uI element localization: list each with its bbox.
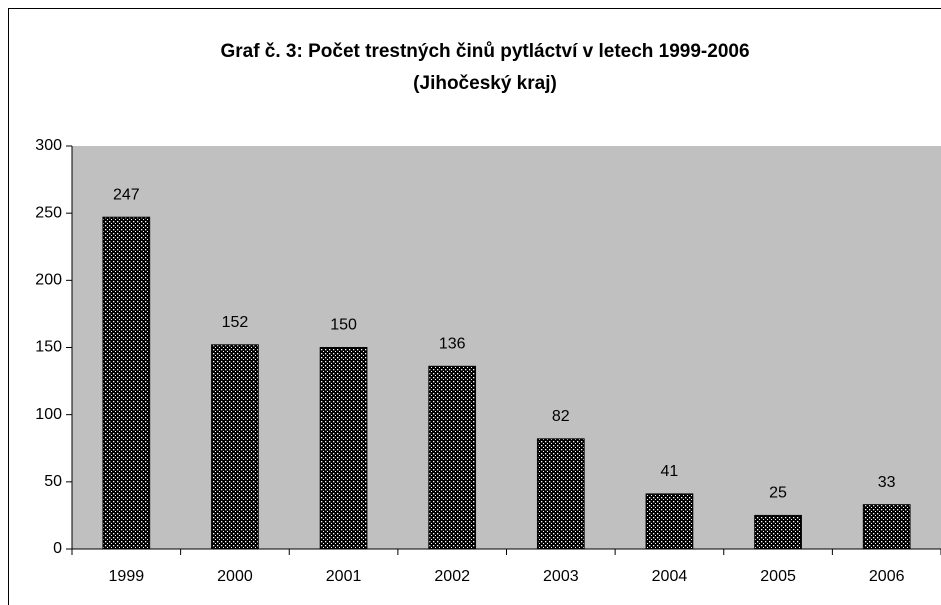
x-tick-label: 2004 [652,568,688,585]
data-label: 82 [552,408,570,425]
bar [428,365,477,550]
bar [862,504,911,550]
x-tick-label: 2001 [326,568,362,585]
y-tick-label: 0 [53,540,62,557]
bar [754,514,802,550]
bar [102,216,151,550]
x-tick-label: 2000 [217,568,253,585]
chart-subtitle: (Jihočeský kraj) [413,73,557,94]
x-tick-label: 2006 [869,568,905,585]
data-label: 247 [113,186,140,203]
x-tick-label: 1999 [109,568,145,585]
y-tick-label: 200 [35,272,62,289]
y-tick-label: 300 [35,137,62,154]
x-tick-label: 2003 [543,568,579,585]
y-tick-label: 150 [35,339,62,356]
y-tick-label: 100 [35,406,62,423]
y-tick-label: 50 [44,473,62,490]
data-label: 33 [878,474,896,491]
bar [536,438,585,550]
x-tick-label: 2005 [760,568,796,585]
plot-area [72,146,941,549]
data-label: 25 [769,485,787,502]
bar [645,493,694,550]
bar [319,347,368,550]
data-label: 150 [330,317,357,334]
chart-title: Graf č. 3: Počet trestných činů pytláctv… [220,41,749,62]
y-tick-label: 250 [35,204,62,221]
x-tick-label: 2002 [434,568,470,585]
data-label: 136 [439,336,466,353]
data-label: 152 [222,314,249,331]
bar [211,344,259,550]
data-label: 41 [661,463,679,480]
